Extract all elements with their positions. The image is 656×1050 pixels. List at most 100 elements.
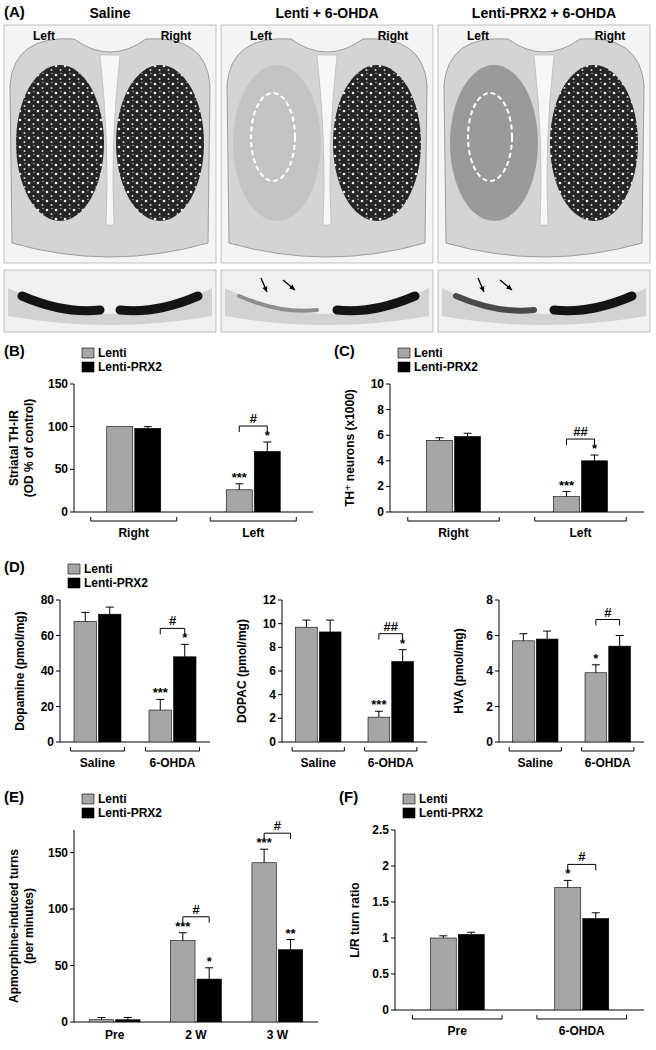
- midbrain-image: [221, 270, 433, 332]
- bar: [116, 1020, 140, 1022]
- image-frame: [221, 270, 433, 332]
- y-tick: [278, 623, 282, 624]
- legend-swatch: [82, 348, 94, 358]
- x-tick-label: Saline: [80, 756, 116, 770]
- y-axis-label: L/R turn ratio: [348, 882, 362, 957]
- error-bar: [592, 665, 600, 673]
- right-striatum: [116, 65, 204, 221]
- legend-swatch: [403, 808, 415, 818]
- legend: LentiLenti-PRX2: [68, 562, 148, 590]
- x-tick-label: 6-OHDA: [368, 756, 414, 770]
- legend-swatch: [82, 362, 94, 372]
- legend-label: Lenti: [84, 562, 113, 576]
- annotation: #: [169, 613, 177, 628]
- right-striatum: [550, 65, 638, 221]
- y-tick: [391, 938, 395, 939]
- y-tick: [278, 718, 282, 719]
- y-tick-label: 40: [41, 664, 55, 678]
- bar: [171, 941, 195, 1022]
- legend: LentiLenti-PRX2: [82, 792, 162, 820]
- bar: [174, 657, 197, 742]
- annotation: #: [250, 411, 258, 426]
- category-bracket: [408, 517, 499, 521]
- y-tick-label: 0: [382, 1003, 389, 1017]
- y-tick-label: 1.5: [372, 895, 389, 909]
- page: { "panel_a": { "label": "(A)", "columns"…: [0, 0, 656, 1050]
- left-substantia-nigra: [239, 296, 317, 311]
- y-tick-label: 0: [47, 735, 54, 749]
- bar: [74, 621, 97, 742]
- significance-bracket: [568, 864, 596, 870]
- left-substantia-nigra: [22, 296, 100, 311]
- y-tick: [495, 635, 499, 636]
- y-tick: [386, 384, 390, 385]
- midbrain-image: [4, 270, 216, 332]
- legend-label: Lenti-PRX2: [98, 360, 162, 374]
- category-bracket: [509, 747, 561, 751]
- left-striatum: [450, 65, 538, 221]
- bar: [135, 428, 161, 512]
- y-tick-label: 12: [263, 593, 277, 607]
- y-axis-label: DOPAC (pmol/mg): [235, 619, 249, 723]
- significance-bracket: [596, 620, 620, 626]
- right-striatum: [333, 65, 421, 221]
- category-bracket: [146, 747, 200, 751]
- x-tick-label: Right: [438, 526, 469, 540]
- significance-bracket: [567, 439, 595, 445]
- legend-label: Lenti-PRX2: [414, 360, 478, 374]
- y-tick: [386, 409, 390, 410]
- y-tick: [70, 384, 74, 385]
- chart: (B)Striatal TH-IR(OD % of control)050100…: [4, 342, 313, 540]
- significance-mark: ***: [153, 685, 169, 700]
- y-tick: [391, 1010, 395, 1011]
- y-tick: [278, 647, 282, 648]
- error-bar: [124, 1017, 132, 1019]
- bar: [536, 639, 558, 742]
- bar: [583, 919, 609, 1010]
- y-tick-label: 1: [382, 931, 389, 945]
- annotation: #: [604, 605, 612, 620]
- legend: LentiLenti-PRX2: [82, 346, 162, 374]
- hemisphere-label: Right: [161, 29, 192, 43]
- column-title: Lenti-PRX2 + 6-OHDA: [472, 5, 616, 21]
- y-tick: [391, 902, 395, 903]
- y-tick: [56, 635, 60, 636]
- chart: HVA (pmol/mg)02468Saline6-OHDA*#: [452, 593, 644, 770]
- legend-swatch: [68, 578, 80, 588]
- y-tick: [386, 460, 390, 461]
- y-tick: [70, 512, 74, 513]
- arrow-head: [506, 285, 512, 290]
- y-tick: [391, 866, 395, 867]
- y-axis-line: [74, 830, 75, 1022]
- bar: [554, 497, 580, 512]
- y-tick: [278, 671, 282, 672]
- hemisphere-label: Left: [467, 29, 489, 43]
- y-tick: [56, 671, 60, 672]
- annotation: #: [274, 818, 282, 833]
- hemisphere-label: Left: [250, 29, 272, 43]
- left-substantia-nigra: [456, 296, 534, 311]
- legend-label: Lenti-PRX2: [419, 806, 483, 820]
- y-tick-label: 0.5: [372, 967, 389, 981]
- y-tick-label: 50: [55, 462, 69, 476]
- y-tick-label: 0: [377, 505, 384, 519]
- hemisphere-label: Right: [378, 29, 409, 43]
- x-tick-label: Pre: [448, 1024, 468, 1038]
- panel-label: (B): [4, 342, 25, 359]
- error-bar: [144, 427, 152, 429]
- y-tick-label: 0: [269, 735, 276, 749]
- y-axis-label: Apmorphine-induced turns: [7, 849, 21, 1003]
- y-tick-label: 2: [486, 700, 493, 714]
- significance-bracket: [264, 833, 290, 839]
- y-tick-label: 6: [269, 664, 276, 678]
- midbrain-section: [8, 288, 212, 325]
- x-tick-label: 2 W: [185, 1028, 207, 1042]
- significance-mark: *: [593, 651, 599, 666]
- y-tick: [70, 909, 74, 910]
- y-tick: [278, 742, 282, 743]
- y-axis-line: [74, 384, 75, 512]
- y-axis-line: [395, 830, 396, 1010]
- brain-section: [444, 39, 644, 257]
- error-bar: [81, 612, 89, 621]
- chart: (E)Apmorphine-induced turns(per minutes)…: [4, 788, 318, 1042]
